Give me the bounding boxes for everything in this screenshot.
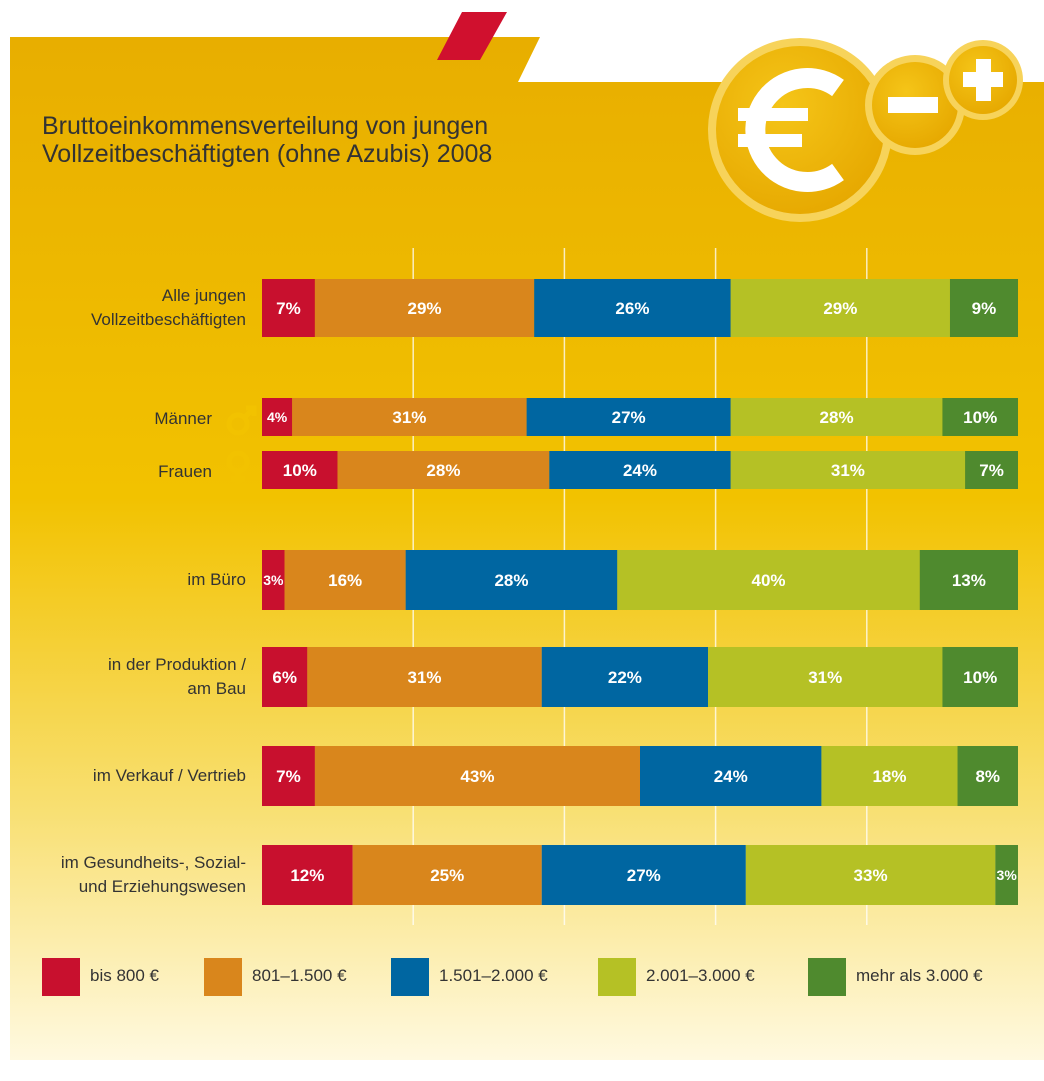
bar-segment: [965, 451, 1018, 489]
bar-segment: [541, 845, 746, 905]
value-label: 10%: [963, 667, 998, 687]
value-label: 12%: [290, 865, 325, 885]
value-label: 7%: [276, 298, 301, 318]
value-label: 26%: [615, 298, 650, 318]
value-label: 10%: [963, 407, 998, 427]
bar-segment: [617, 550, 920, 610]
legend-label: 2.001–3.000 €: [646, 966, 755, 985]
bar-segment: [708, 647, 943, 707]
legend-swatch: [391, 958, 429, 996]
bar-segment: [549, 451, 731, 489]
category-label: im Gesundheits-, Sozial- und Erziehungsw…: [60, 853, 246, 896]
legend-label: mehr als 3.000 €: [856, 966, 983, 985]
value-label: 6%: [272, 667, 297, 687]
euro-coins: [708, 38, 1023, 222]
value-label: 7%: [276, 766, 301, 786]
bar-segment: [314, 746, 640, 806]
legend-label: bis 800 €: [90, 966, 159, 985]
value-label: 16%: [328, 570, 363, 590]
chart-title: Bruttoeinkommensverteilung von jungen Vo…: [42, 112, 493, 168]
bar-segment: [730, 398, 943, 436]
bar-segment: [262, 746, 315, 806]
value-label: 43%: [460, 766, 495, 786]
value-label: 29%: [823, 298, 858, 318]
value-label: 31%: [830, 460, 865, 480]
bar-segment: [262, 647, 308, 707]
value-label: 4%: [267, 408, 288, 425]
bar-segment: [292, 398, 527, 436]
value-label: 7%: [979, 460, 1004, 480]
bar-segment: [262, 451, 338, 489]
bar-segment: [745, 845, 996, 905]
bar-segment: [730, 279, 950, 337]
bar-segment: [995, 845, 1018, 905]
value-label: 31%: [392, 407, 427, 427]
value-label: 31%: [407, 667, 442, 687]
value-label: 24%: [622, 460, 657, 480]
value-label: 18%: [872, 766, 907, 786]
value-label: 33%: [853, 865, 888, 885]
value-label: 28%: [494, 570, 529, 590]
bar-segment: [942, 398, 1018, 436]
bar-segment: [526, 398, 731, 436]
value-label: 29%: [407, 298, 442, 318]
category-label: im Verkauf / Vertrieb: [92, 766, 246, 785]
category-label: Frauen: [158, 462, 212, 481]
bar-segment: [821, 746, 958, 806]
value-label: 10%: [282, 460, 317, 480]
value-label: 9%: [971, 298, 997, 318]
bar-segment: [262, 845, 353, 905]
panel: [10, 37, 1044, 1060]
red-accent: [437, 12, 507, 60]
value-label: 3%: [263, 571, 284, 588]
bar-segment: [352, 845, 542, 905]
value-label: 28%: [819, 407, 854, 427]
bar-segment: [284, 550, 406, 610]
value-label: 40%: [751, 570, 786, 590]
value-label: 13%: [951, 570, 986, 590]
bar-segment: [640, 746, 822, 806]
bar-segment: [541, 647, 709, 707]
category-label: in der Produktion / am Bau: [108, 655, 246, 698]
value-label: 28%: [426, 460, 461, 480]
category-label: Alle jungen Vollzeitbeschäftigten: [91, 286, 246, 329]
bar-segment: [534, 279, 731, 337]
bar-segment: [314, 279, 535, 337]
value-label: 3%: [996, 866, 1017, 883]
category-label: im Büro: [187, 570, 246, 589]
legend-swatch: [808, 958, 846, 996]
bar-segment: [262, 398, 293, 436]
value-label: 8%: [975, 766, 1001, 786]
bar-segment: [919, 550, 1018, 610]
bar-segment: [307, 647, 542, 707]
value-label: 24%: [713, 766, 748, 786]
bar-segment: [262, 550, 285, 610]
legend-label: 1.501–2.000 €: [439, 966, 548, 985]
bar-segment: [730, 451, 966, 489]
female-icon: [226, 450, 250, 486]
legend-swatch: [598, 958, 636, 996]
value-label: 25%: [430, 865, 465, 885]
legend-swatch: [204, 958, 242, 996]
bar-segment: [262, 279, 315, 337]
category-label: Männer: [154, 409, 212, 428]
male-icon: [226, 405, 257, 436]
bar-segment: [957, 746, 1018, 806]
legend-swatch: [42, 958, 80, 996]
value-label: 31%: [808, 667, 843, 687]
value-label: 27%: [611, 407, 646, 427]
bar-segment: [337, 451, 550, 489]
bar-segment: [405, 550, 618, 610]
bar-segment: [949, 279, 1018, 337]
value-label: 27%: [626, 865, 661, 885]
legend-label: 801–1.500 €: [252, 966, 347, 985]
value-label: 22%: [607, 667, 642, 687]
bar-segment: [942, 647, 1018, 707]
